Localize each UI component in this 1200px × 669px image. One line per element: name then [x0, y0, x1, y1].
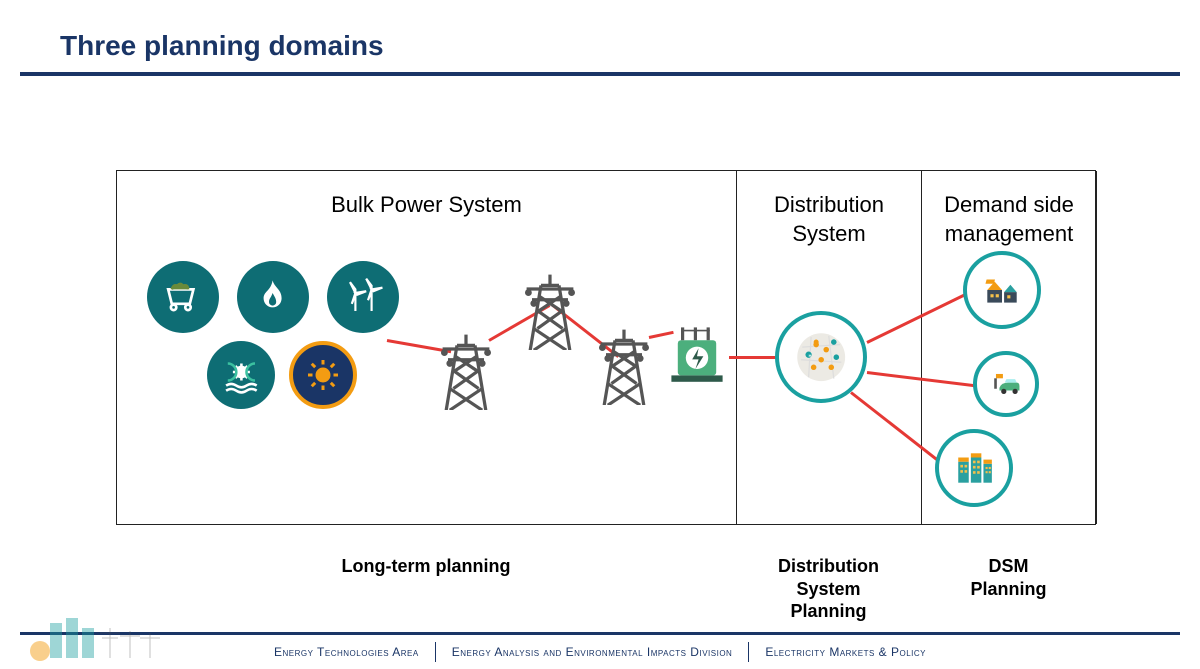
- buildings-icon: [935, 429, 1013, 507]
- panel-dsm-title: Demand sidemanagement: [922, 191, 1096, 248]
- panel-bulk-title: Bulk Power System: [117, 191, 736, 220]
- houses-icon: [963, 251, 1041, 329]
- flame-icon: [237, 261, 309, 333]
- distribution-map-icon: H: [775, 311, 867, 403]
- solar-icon: [289, 341, 357, 409]
- diagram-box: Bulk Power System DistributionSystem Dem…: [116, 170, 1096, 525]
- panel-dist-title: DistributionSystem: [737, 191, 921, 248]
- transmission-tower-icon: [439, 331, 493, 407]
- coal-cart-icon: [147, 261, 219, 333]
- footer-sep: [748, 642, 749, 662]
- footer-item-3: Electricity Markets & Policy: [765, 645, 926, 659]
- slide-title: Three planning domains: [60, 30, 384, 62]
- footer-item-2: Energy Analysis and Environmental Impact…: [452, 645, 733, 659]
- title-underline: [20, 72, 1180, 76]
- transmission-tower-icon: [523, 271, 577, 347]
- transmission-tower-icon: [597, 326, 651, 402]
- footer-sep: [435, 642, 436, 662]
- dist-bottom-label: DistributionSystemPlanning: [736, 555, 921, 623]
- wind-turbine-icon: [327, 261, 399, 333]
- footer-breadcrumb: Energy Technologies Area Energy Analysis…: [0, 635, 1200, 669]
- substation-icon: [665, 321, 729, 385]
- dsm-bottom-label: DSMPlanning: [921, 555, 1096, 600]
- bulk-bottom-label: Long-term planning: [116, 555, 736, 578]
- svg-text:H: H: [808, 354, 811, 358]
- footer-item-1: Energy Technologies Area: [274, 645, 419, 659]
- connection-line: [729, 356, 779, 359]
- hydro-icon: [207, 341, 275, 409]
- ev-car-icon: [973, 351, 1039, 417]
